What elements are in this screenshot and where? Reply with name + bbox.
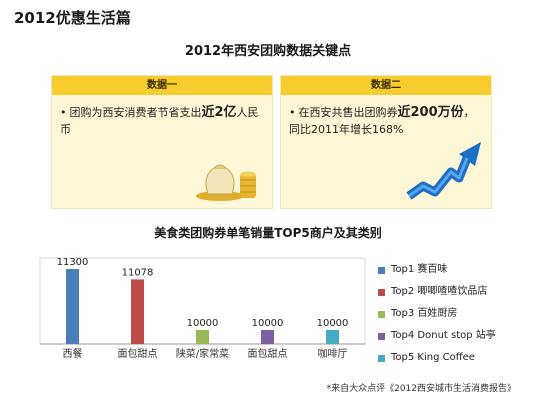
panel-2-text-b: ，同比2011年增长168% [289, 106, 475, 136]
bar-3 [196, 329, 209, 344]
main-title: 2012年西安团购数据关键点 [184, 44, 352, 59]
source-footnote: *来自大众点评《2012西安城市生活消费报告》 [326, 384, 516, 394]
data-label-5: 10000 [317, 318, 349, 329]
bullet-icon: • [60, 106, 67, 119]
money-bag-icon [196, 164, 256, 201]
data-label-2: 11078 [122, 267, 154, 278]
data-panel-1: 数据一 • 团购为西安消费者节省支出近2亿人民币 [51, 75, 273, 209]
category-label-4: 面包甜点 [248, 347, 288, 360]
category-label-5: 咖啡厅 [318, 348, 348, 360]
panel-1-header: 数据一 [52, 76, 272, 95]
legend-swatch-2 [378, 288, 385, 296]
chart-title: 美食类团购券单笔销量TOP5商户及其类别 [154, 226, 382, 240]
legend-swatch-4 [378, 332, 385, 340]
panel-1-text-bold: 近2亿 [201, 105, 237, 120]
panel-2-text: • 在西安共售出团购券近200万份，同比2011年增长168% [289, 104, 485, 138]
legend-item-2: Top2 唧唧喳喳饮品店 [378, 281, 496, 303]
panel-1-text-a: 团购为西安消费者节省支出 [69, 106, 202, 119]
legend-label-3: Top3 百姓厨房 [391, 308, 458, 319]
category-label-3: 陕菜/家常菜 [176, 347, 229, 360]
legend-label-5: Top5 King Coffee [391, 352, 475, 363]
data-label-4: 10000 [252, 318, 284, 329]
panel-1-text: • 团购为西安消费者节省支出近2亿人民币 [60, 104, 266, 138]
panel-2-text-a: 在西安共售出团购券 [298, 106, 398, 119]
bar-5 [326, 329, 339, 344]
bar-2 [131, 279, 144, 344]
panel-2-text-bold: 近200万份 [397, 105, 464, 120]
growth-arrow-icon [406, 142, 481, 200]
page-title: 2012优惠生活篇 [14, 9, 131, 27]
legend-item-1: Top1 赛百味 [378, 259, 496, 281]
data-panel-2: 数据二 • 在西安共售出团购券近200万份，同比2011年增长168% [280, 75, 492, 209]
legend-item-5: Top5 King Coffee [378, 347, 496, 369]
bullet-icon: • [289, 106, 296, 119]
data-label-3: 10000 [187, 318, 219, 329]
legend-item-3: Top3 百姓厨房 [378, 303, 496, 325]
data-label-1: 11300 [57, 257, 89, 268]
legend-swatch-5 [378, 354, 385, 362]
category-label-2: 面包甜点 [118, 347, 158, 360]
panel-1-text-b: 人民币 [60, 106, 259, 136]
panel-2-header: 数据二 [281, 76, 491, 95]
legend-swatch-3 [378, 310, 385, 318]
legend-label-4: Top4 Donut stop 站亭 [391, 330, 496, 341]
bar-4 [261, 329, 274, 344]
legend-label-1: Top1 赛百味 [391, 264, 448, 275]
legend-item-4: Top4 Donut stop 站亭 [378, 325, 496, 347]
legend-label-2: Top2 唧唧喳喳饮品店 [391, 286, 488, 297]
legend-swatch-1 [378, 266, 385, 274]
bar-1 [66, 269, 79, 344]
chart-legend: Top1 赛百味 Top2 唧唧喳喳饮品店 Top3 百姓厨房 Top4 Don… [378, 259, 496, 369]
category-label-1: 西餐 [63, 347, 83, 360]
